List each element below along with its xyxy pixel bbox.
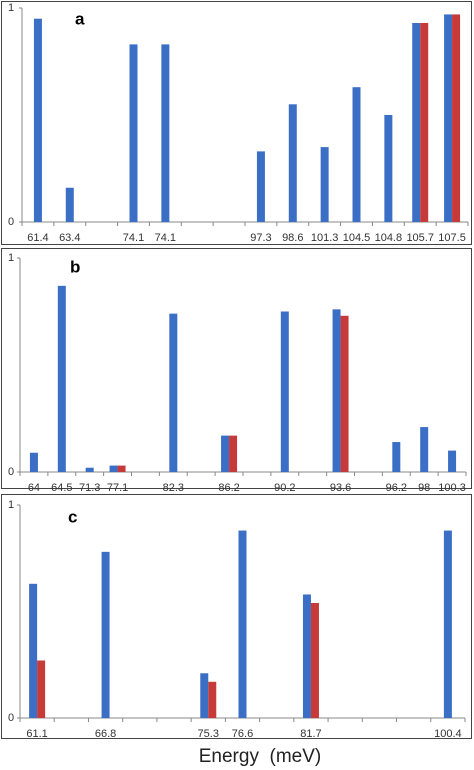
x-tick-label: 64 bbox=[28, 482, 40, 494]
panel-label: c bbox=[68, 507, 77, 526]
bar bbox=[85, 467, 94, 472]
bar bbox=[444, 14, 453, 223]
bar bbox=[310, 602, 319, 718]
x-tick-label: 75.3 bbox=[198, 728, 219, 740]
bar bbox=[332, 309, 341, 472]
x-tick-label: 105.7 bbox=[406, 232, 434, 244]
bar bbox=[420, 427, 429, 472]
x-tick-label: 64.5 bbox=[51, 482, 72, 494]
bar bbox=[109, 465, 118, 472]
bar bbox=[200, 673, 209, 718]
bar bbox=[288, 104, 297, 222]
x-tick-label: 77.1 bbox=[107, 482, 128, 494]
panel-frame bbox=[1, 1, 472, 245]
bar bbox=[302, 594, 311, 718]
bar bbox=[169, 313, 178, 472]
y-tick-label: 1 bbox=[8, 2, 14, 14]
bar bbox=[57, 285, 66, 472]
x-tick-label: 74.1 bbox=[123, 232, 144, 244]
bar bbox=[221, 435, 230, 472]
bar bbox=[33, 18, 42, 223]
panel-frame bbox=[1, 494, 472, 739]
panel-label: b bbox=[70, 257, 80, 276]
x-tick-label: 61.1 bbox=[26, 728, 47, 740]
bar bbox=[117, 465, 126, 472]
x-tick-label: 100.3 bbox=[438, 482, 466, 494]
x-tick-label: 74.1 bbox=[155, 232, 176, 244]
bar bbox=[101, 551, 110, 718]
bar bbox=[443, 530, 452, 718]
bar bbox=[208, 681, 217, 718]
y-tick-label: 0 bbox=[8, 466, 14, 478]
x-tick-label: 63.4 bbox=[59, 232, 80, 244]
x-axis-title: Energy (meV) bbox=[199, 746, 321, 767]
x-tick-label: 82.3 bbox=[163, 482, 184, 494]
x-tick-label: 86.2 bbox=[218, 482, 239, 494]
x-tick-label: 97.3 bbox=[250, 232, 271, 244]
bar bbox=[229, 435, 238, 472]
x-tick-label: 76.6 bbox=[232, 728, 253, 740]
bar bbox=[412, 22, 421, 223]
x-tick-label: 71.3 bbox=[79, 482, 100, 494]
bar bbox=[320, 147, 329, 222]
bar bbox=[352, 87, 361, 223]
x-tick-label: 98 bbox=[418, 482, 430, 494]
y-tick-label: 1 bbox=[8, 252, 14, 264]
x-tick-label: 107.5 bbox=[438, 232, 466, 244]
bar bbox=[29, 452, 38, 472]
x-tick-label: 104.5 bbox=[343, 232, 371, 244]
bar bbox=[37, 660, 46, 718]
bar bbox=[129, 44, 138, 222]
y-tick-label: 1 bbox=[8, 499, 14, 511]
bar bbox=[238, 530, 247, 718]
bar bbox=[448, 450, 457, 472]
x-tick-label: 104.8 bbox=[375, 232, 403, 244]
x-tick-label: 98.6 bbox=[282, 232, 303, 244]
bar bbox=[65, 187, 74, 222]
x-tick-label: 66.8 bbox=[95, 728, 116, 740]
x-tick-label: 100.4 bbox=[434, 728, 462, 740]
x-tick-label: 61.4 bbox=[27, 232, 48, 244]
bar bbox=[29, 583, 38, 718]
x-tick-label: 96.2 bbox=[386, 482, 407, 494]
y-tick-label: 0 bbox=[8, 216, 14, 228]
bar bbox=[280, 311, 289, 472]
y-tick-label: 0 bbox=[8, 712, 14, 724]
bar bbox=[256, 151, 265, 222]
x-tick-label: 93.6 bbox=[330, 482, 351, 494]
x-tick-label: 81.7 bbox=[300, 728, 321, 740]
x-tick-label: 101.3 bbox=[311, 232, 339, 244]
panel-label: a bbox=[75, 9, 85, 28]
bar bbox=[161, 44, 170, 222]
bar bbox=[340, 315, 349, 472]
bar bbox=[392, 442, 401, 472]
bar bbox=[420, 22, 429, 223]
panel-frame bbox=[1, 248, 472, 489]
x-tick-label: 90.2 bbox=[274, 482, 295, 494]
bar bbox=[452, 14, 461, 223]
bar bbox=[384, 115, 393, 222]
